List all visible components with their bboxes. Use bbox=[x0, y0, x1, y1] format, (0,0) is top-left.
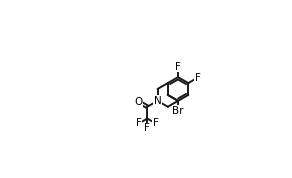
Text: O: O bbox=[134, 96, 142, 107]
Text: F: F bbox=[153, 118, 159, 129]
Text: Br: Br bbox=[172, 106, 184, 116]
Text: F: F bbox=[194, 73, 200, 83]
Text: N: N bbox=[154, 96, 161, 106]
Text: F: F bbox=[144, 123, 150, 133]
Text: F: F bbox=[175, 62, 181, 72]
Text: F: F bbox=[136, 118, 142, 129]
